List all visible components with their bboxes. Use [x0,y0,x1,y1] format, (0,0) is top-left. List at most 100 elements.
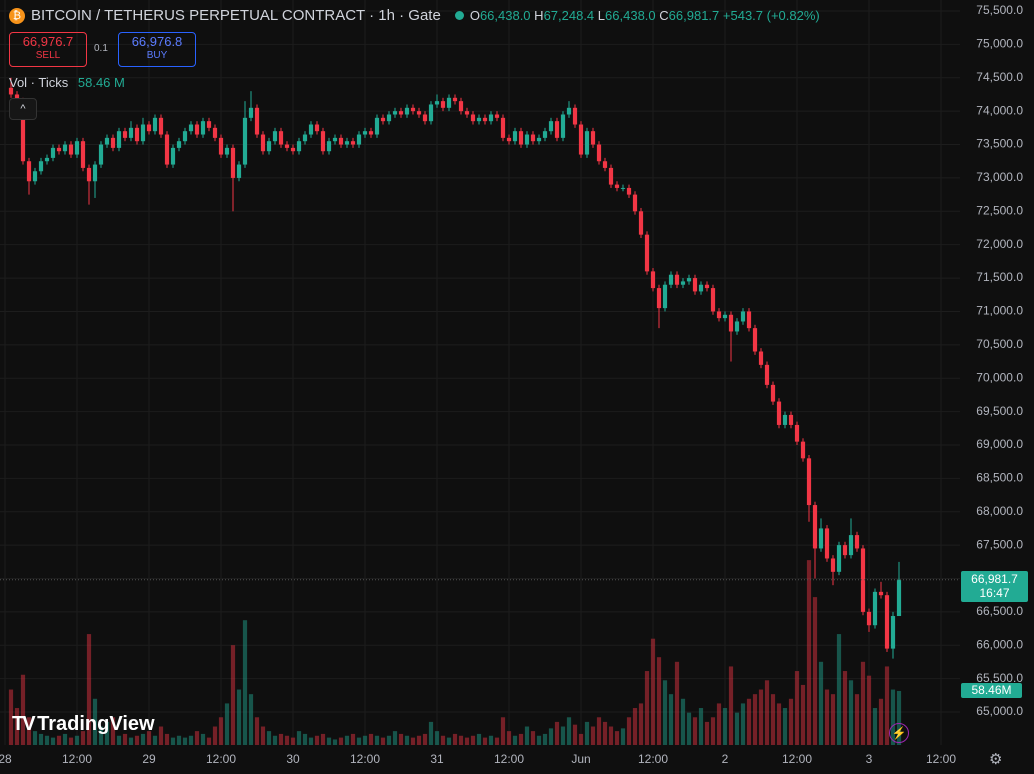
candle-body [704,284,710,289]
volume-bar [386,735,392,745]
volume-bar [542,733,548,745]
candle-body [416,111,422,115]
volume-bar [152,735,158,745]
candle-body [272,131,278,142]
candle-body [542,131,548,138]
candle-body [482,117,488,122]
candle-body [230,147,236,178]
volume-bar [296,731,302,745]
volume-bar [38,733,44,745]
settings-button[interactable]: ⚙ [989,751,1003,768]
volume-bar [752,694,758,745]
volume-bar [824,689,830,745]
candle-body [290,147,296,152]
volume-bar [506,731,512,745]
brand-logo[interactable]: TV TradingView [12,713,155,736]
volume-bar [686,712,692,745]
buy-button[interactable]: 66,976.8 BUY [118,32,196,67]
volume-bar [332,739,338,745]
candle-body [380,117,386,122]
candle-body [38,161,44,172]
volume-bar [470,735,476,745]
volume-legend: Vol · Ticks 58.46 M [9,75,125,90]
candle-body [644,234,650,272]
volume-bar [290,737,296,745]
candle-body [566,107,572,115]
candle-body [110,137,116,148]
volume-bar [680,698,686,745]
y-tick-label: 72,500.0 [976,203,1023,217]
last-price-box: 66,981.7 16:47 [961,571,1028,602]
sell-button[interactable]: 66,976.7 SELL [9,32,87,67]
brand-text: TradingView [37,713,155,735]
volume-bar [20,674,26,745]
x-tick-label: 12:00 [782,752,812,766]
volume-bar [440,735,446,745]
volume-bar [548,728,554,745]
volume-bar [266,731,272,745]
volume-bar [692,717,698,745]
candle-body [524,134,530,145]
volume-bar [194,731,200,745]
volume-bar [158,726,164,745]
candle-body [752,328,758,352]
volume-bar [668,694,674,745]
volume-bar [446,737,452,745]
x-tick-label: 31 [430,752,444,766]
c-label: C [659,8,669,23]
candle-body [866,611,872,626]
candle-body [848,535,854,556]
candle-body [50,147,56,158]
candle-body [218,137,224,155]
candle-body [404,107,410,115]
candle-body [440,101,446,108]
volume-bar [176,735,182,745]
last-price: 66,981.7 [971,572,1018,586]
candle-body [368,131,374,135]
chart-title[interactable]: BITCOIN / TETHERUS PERPETUAL CONTRACT · … [31,7,441,24]
candle-body [8,87,14,95]
volume-bar [62,733,68,745]
collapse-button[interactable]: ^ [9,98,37,120]
candle-body [56,147,62,152]
y-tick-label: 71,000.0 [976,304,1023,318]
volume-bar [530,731,536,745]
candle-body [878,591,884,596]
volume-bar [806,560,812,745]
candle-body [134,127,140,142]
candle-body [740,311,746,322]
candle-body [356,134,362,145]
candle-body [338,137,344,145]
y-tick-label: 68,000.0 [976,504,1023,518]
candle-body [830,558,836,572]
volume-bar [314,735,320,745]
candle-body [116,131,122,148]
candle-body [686,278,692,282]
candle-body [92,164,98,182]
volume-bar [242,620,248,745]
candle-body [788,414,794,425]
volume-bar [350,733,356,745]
candle-body [194,124,200,135]
o-label: O [469,8,480,23]
volume-bar [104,721,110,745]
volume-bar [146,731,152,745]
y-tick-label: 72,000.0 [976,237,1023,251]
candle-body [140,124,146,142]
candle-body [152,117,158,132]
volume-bar [416,735,422,745]
l-value: 66,438.0 [605,8,656,23]
volume-bar [584,721,590,745]
volume-bar [788,698,794,745]
candle-body [176,141,182,148]
candle-body [164,134,170,165]
lightning-button[interactable]: ⚡ [889,723,909,743]
y-tick-label: 71,500.0 [976,270,1023,284]
y-tick-label: 66,000.0 [976,637,1023,651]
volume-bar [836,634,842,745]
volume-bar [728,666,734,745]
spread: 0.1 [94,43,108,54]
volume-bar [758,689,764,745]
candle-body [518,131,524,145]
